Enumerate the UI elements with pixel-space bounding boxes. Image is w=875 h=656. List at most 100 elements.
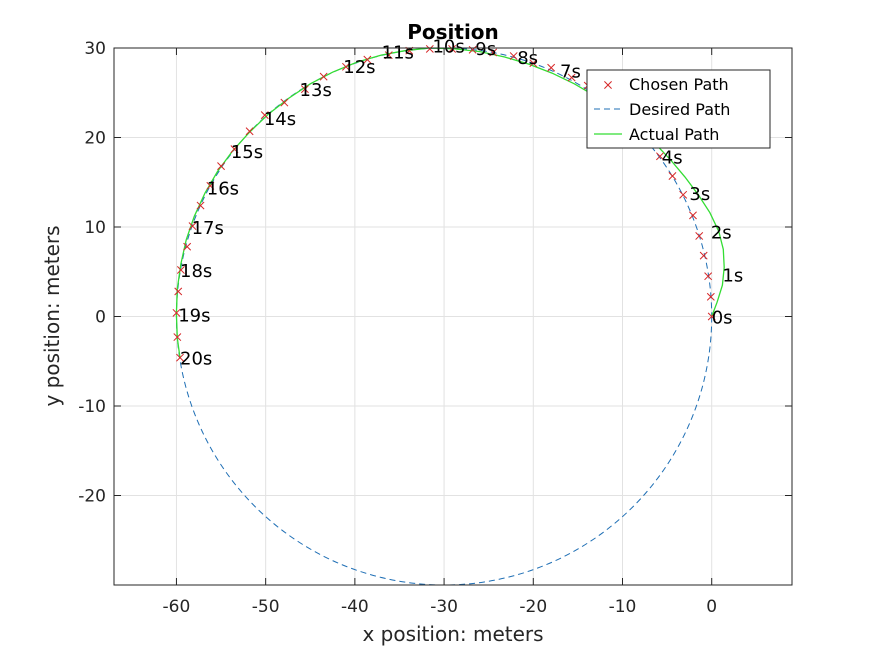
legend-marker-chosen-path: [604, 81, 612, 89]
marker-stroke: [448, 44, 457, 53]
marker-stroke: [699, 251, 708, 260]
chosen-path-marker: [230, 145, 239, 154]
chosen-path-marker: [217, 162, 226, 171]
chosen-path-marker: [704, 272, 713, 281]
marker-stroke: [363, 55, 372, 64]
chosen-path-marker: [468, 45, 477, 54]
chosen-path-marker: [300, 85, 309, 94]
x-tick-label: -60: [163, 597, 191, 617]
chosen-path-marker: [425, 44, 434, 53]
marker-stroke: [341, 62, 350, 71]
chosen-path-marker: [196, 201, 205, 210]
chart-title: Position: [407, 20, 499, 44]
marker-stroke: [280, 98, 289, 107]
chosen-path-marker: [319, 72, 328, 81]
chosen-path-marker: [567, 73, 576, 82]
time-label: 15s: [231, 142, 263, 163]
time-label: 10s: [432, 36, 464, 57]
chosen-path-marker: [706, 292, 715, 301]
marker-stroke: [173, 333, 182, 342]
x-axis-title: x position: meters: [362, 622, 543, 646]
marker-stroke: [196, 201, 205, 210]
marker-stroke: [319, 72, 328, 81]
marker-stroke: [706, 292, 715, 301]
y-tick-label: 10: [84, 218, 106, 238]
marker-stroke: [425, 44, 434, 53]
y-tick-label: -10: [78, 397, 106, 417]
chosen-path-marker: [173, 333, 182, 342]
time-label: 16s: [207, 179, 239, 200]
time-label: 18s: [180, 261, 212, 282]
time-label: 2s: [711, 222, 732, 243]
marker-stroke: [300, 85, 309, 94]
marker-stroke: [384, 51, 393, 60]
marker-stroke: [206, 181, 215, 190]
time-label: 4s: [662, 147, 683, 168]
chosen-path-marker: [699, 251, 708, 260]
marker-stroke: [707, 312, 716, 321]
marker-stroke: [547, 63, 556, 72]
chosen-path-marker: [260, 111, 269, 120]
time-label: 0s: [712, 308, 733, 329]
x-tick-label: -30: [430, 597, 458, 617]
chosen-path-marker: [656, 152, 664, 161]
y-tick-label: 20: [84, 129, 106, 149]
chosen-path-marker: [183, 242, 192, 251]
x-tick-label: -50: [252, 597, 280, 617]
marker-stroke: [174, 287, 183, 296]
legend-label-chosen-path: Chosen Path: [629, 75, 729, 94]
x-tick-label: -40: [341, 597, 369, 617]
chosen-path-marker: [341, 62, 350, 71]
marker-stroke: [260, 111, 269, 120]
legend-label-desired-path: Desired Path: [629, 100, 730, 119]
legend-item-actual-path: Actual Path: [594, 125, 719, 144]
x-tick-label: -10: [609, 597, 637, 617]
grid-lines: [114, 47, 792, 585]
chosen-path-marker: [188, 222, 197, 231]
time-label: 19s: [178, 306, 210, 327]
y-axis-title: y position: meters: [40, 225, 64, 406]
marker-stroke: [176, 353, 184, 362]
chosen-path-marker: [245, 127, 254, 136]
legend-label-actual-path: Actual Path: [629, 125, 719, 144]
marker-stroke: [529, 59, 538, 68]
time-label: 3s: [689, 184, 710, 205]
marker-stroke: [245, 127, 254, 136]
chosen-path-marker: [176, 353, 184, 362]
chosen-path-marker: [384, 51, 393, 60]
chosen-path-marker: [206, 181, 215, 190]
y-tick-label: 0: [95, 308, 106, 328]
chosen-path-marker: [689, 211, 697, 220]
chosen-path-marker: [679, 190, 688, 199]
x-tick-label: -20: [519, 597, 547, 617]
marker-stroke: [509, 52, 518, 61]
time-label: 11s: [382, 43, 414, 64]
marker-stroke: [689, 211, 697, 220]
marker-stroke: [172, 308, 181, 317]
time-label: 8s: [517, 48, 538, 69]
time-label: 20s: [180, 349, 212, 370]
x-tick-label: 0: [706, 597, 717, 617]
time-label: 12s: [343, 57, 375, 78]
y-tick-label: -20: [78, 487, 106, 507]
time-label: 9s: [475, 39, 496, 60]
marker-stroke: [489, 48, 498, 57]
marker-stroke: [567, 73, 576, 82]
marker-stroke: [695, 231, 704, 240]
time-label: 17s: [192, 218, 224, 239]
chosen-path-marker: [448, 44, 457, 53]
marker-stroke: [183, 242, 192, 251]
legend-item-chosen-path: Chosen Path: [604, 75, 729, 94]
time-label: 1s: [722, 265, 743, 286]
chosen-path-marker: [363, 55, 372, 64]
chosen-path-marker: [707, 312, 716, 321]
chosen-path-marker: [547, 63, 556, 72]
marker-stroke: [230, 145, 239, 154]
tick-labels: -60 -50 -40 -30 -20 -10 0 -20 -10 0 10 20 30: [78, 39, 792, 617]
legend-item-desired-path: Desired Path: [594, 100, 730, 119]
marker-stroke: [188, 222, 197, 231]
marker-stroke: [656, 152, 664, 161]
marker-stroke: [468, 45, 477, 54]
